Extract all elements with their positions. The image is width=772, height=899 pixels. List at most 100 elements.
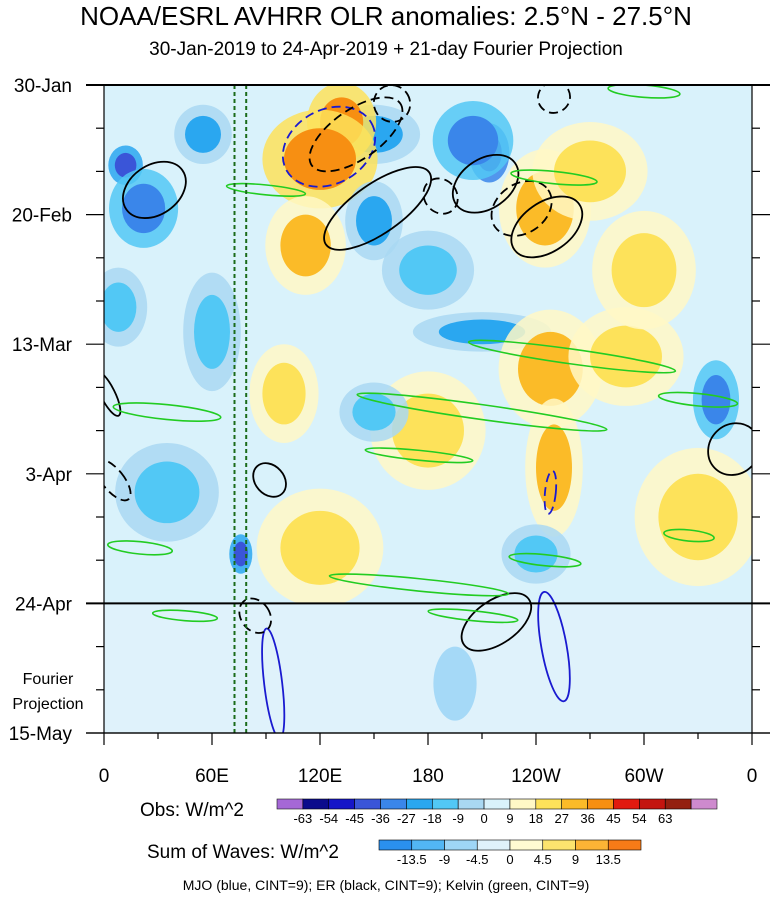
obs-legend-level: -9 xyxy=(452,811,464,826)
obs-legend-level: 9 xyxy=(506,811,513,826)
anomaly-blob xyxy=(554,140,626,203)
y-tick-label: 24-Apr xyxy=(15,594,73,615)
obs-legend-swatch xyxy=(664,798,692,810)
obs-legend-level: 63 xyxy=(658,811,672,826)
y-tick-label: 30-Jan xyxy=(14,76,72,97)
anomaly-blob xyxy=(185,115,221,153)
anomaly-blob xyxy=(352,393,396,431)
anomaly-blob xyxy=(590,325,662,388)
obs-legend-swatch xyxy=(587,798,614,810)
x-tick-label: 120W xyxy=(511,766,561,787)
obs-legend-swatch xyxy=(561,798,588,810)
anomaly-blob xyxy=(104,282,137,332)
anomaly-blob xyxy=(280,510,360,585)
waves-legend-swatch xyxy=(476,839,511,851)
anomaly-blob xyxy=(233,541,248,567)
anomaly-blob xyxy=(262,362,306,425)
anomaly-blob xyxy=(356,196,392,246)
anomaly-blob xyxy=(134,461,200,524)
mjo-contour xyxy=(261,627,286,733)
kelvin-contour xyxy=(663,528,715,543)
y-tick-label: 13-Mar xyxy=(12,335,73,356)
x-tick-label: 0 xyxy=(99,766,110,787)
obs-legend-swatch xyxy=(690,798,718,810)
waves-legend: -13.5 -9 -4.5 0 4.5 9 13.5 xyxy=(378,839,642,867)
er-contour xyxy=(238,597,272,634)
mjo-contour xyxy=(537,590,571,703)
kelvin-contour xyxy=(328,573,510,597)
obs-legend-swatch xyxy=(639,798,666,810)
waves-legend-swatch xyxy=(411,839,445,851)
er-contour xyxy=(252,462,287,498)
anomaly-blob xyxy=(518,331,583,406)
kelvin-contour xyxy=(356,392,608,432)
obs-anomaly-field xyxy=(104,85,752,603)
projection-blob xyxy=(233,646,335,733)
anomaly-blob xyxy=(701,375,731,425)
obs-legend-level: -45 xyxy=(345,811,364,826)
er-contour xyxy=(451,153,520,214)
kelvin-contour xyxy=(657,391,739,408)
waves-legend-swatch xyxy=(444,839,478,851)
obs-legend-level: 54 xyxy=(632,811,646,826)
anomaly-blob xyxy=(114,152,137,178)
kelvin-contour xyxy=(364,447,474,464)
x-tick-label: 180 xyxy=(412,766,444,787)
obs-legend-swatch xyxy=(354,798,381,810)
x-axis: 0 60E 120E 180 120W 60W 0 xyxy=(99,733,757,787)
obs-legend-level: -27 xyxy=(397,811,416,826)
anomaly-blob xyxy=(611,233,677,308)
x-tick-label: 60E xyxy=(195,766,229,787)
obs-legend-level: 0 xyxy=(480,811,487,826)
waves-legend-swatch xyxy=(542,839,576,851)
obs-legend-swatch xyxy=(483,798,511,810)
anomaly-blob xyxy=(438,319,526,345)
waves-legend-swatch xyxy=(607,839,642,851)
waves-legend-swatch xyxy=(378,839,413,851)
x-tick-label: 120E xyxy=(298,766,342,787)
waves-legend-swatch xyxy=(575,839,609,851)
obs-legend-swatch xyxy=(302,798,330,810)
obs-legend-level: 18 xyxy=(529,811,543,826)
obs-legend-level: 27 xyxy=(554,811,568,826)
obs-legend-swatch xyxy=(431,798,459,810)
obs-legend-swatch xyxy=(509,798,537,810)
projection-blob xyxy=(521,603,580,703)
obs-legend-level: 36 xyxy=(580,811,594,826)
anomaly-blob xyxy=(536,424,572,511)
obs-legend-swatch xyxy=(457,798,485,810)
waves-legend-level: -4.5 xyxy=(466,852,488,867)
projection-blob xyxy=(104,609,212,709)
waves-legend-label: Sum of Waves: W/m^2 xyxy=(147,842,339,863)
obs-legend-level: -18 xyxy=(423,811,442,826)
kelvin-contour xyxy=(151,609,219,623)
contour-legend: MJO (blue, CINT=9); ER (black, CINT=9); … xyxy=(182,877,590,893)
kelvin-contour xyxy=(508,552,582,568)
kelvin-contour xyxy=(510,169,598,186)
er-contour xyxy=(122,160,187,219)
reference-lines xyxy=(233,85,248,733)
projection-blob xyxy=(608,609,752,733)
er-contour xyxy=(323,166,433,251)
kelvin-contour xyxy=(106,540,174,556)
waves-legend-swatch xyxy=(509,839,544,851)
anomaly-blob xyxy=(284,128,356,190)
x-tick-label: 60W xyxy=(624,766,663,787)
er-contour xyxy=(510,195,584,259)
projection-label-line1: Fourier xyxy=(23,671,74,688)
mjo-contour xyxy=(281,105,377,188)
waves-legend-level: -9 xyxy=(439,852,451,867)
anomaly-blob xyxy=(658,473,738,561)
waves-legend-level: -13.5 xyxy=(397,852,427,867)
waves-legend-level: 4.5 xyxy=(534,852,552,867)
kelvin-contour xyxy=(427,608,519,624)
anomaly-blob xyxy=(280,214,331,277)
obs-legend-label: Obs: W/m^2 xyxy=(140,800,244,821)
chart-subtitle: 30-Jan-2019 to 24-Apr-2019 + 21-day Four… xyxy=(149,39,623,60)
mjo-contour xyxy=(543,469,558,515)
chart-title: NOAA/ESRL AVHRR OLR anomalies: 2.5°N - 2… xyxy=(80,1,692,31)
anomaly-blob xyxy=(122,183,166,234)
er-contour xyxy=(104,370,122,417)
obs-legend-swatch xyxy=(613,798,640,810)
